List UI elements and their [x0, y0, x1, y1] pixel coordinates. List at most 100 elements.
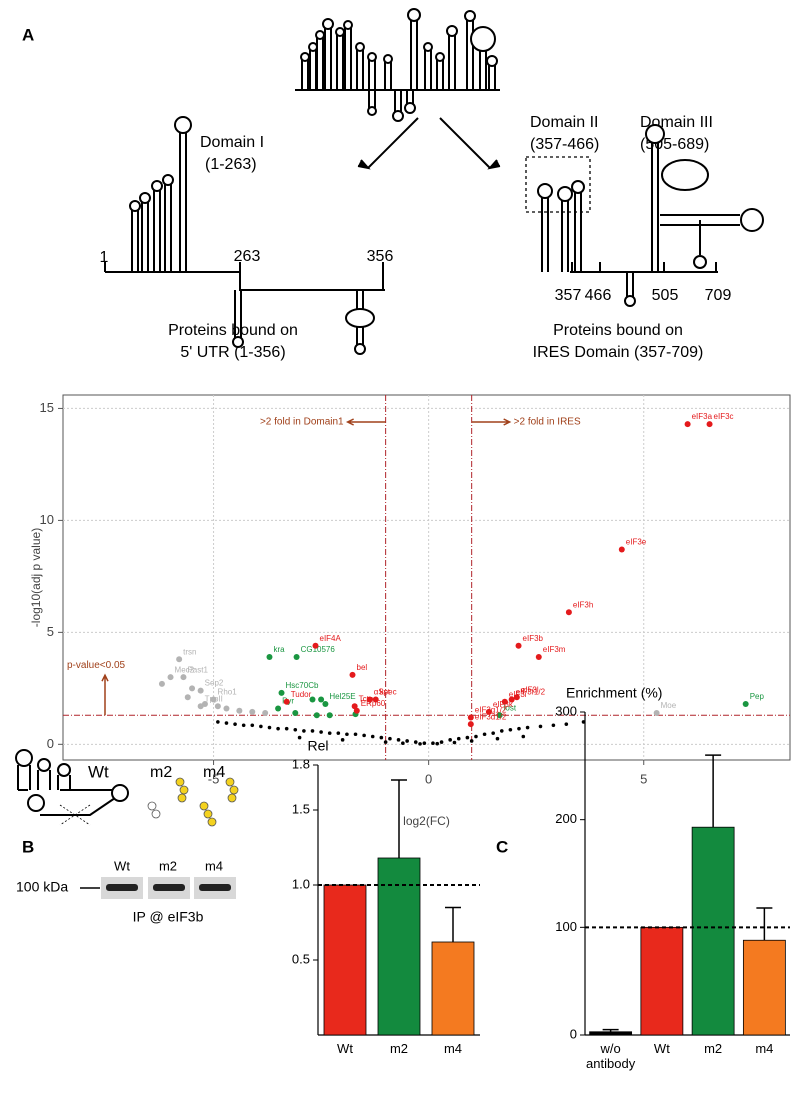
stem: [368, 60, 376, 90]
data-point: [496, 712, 503, 719]
loop: [151, 180, 163, 192]
construct-diagram: [15, 749, 129, 826]
data-point: [224, 721, 229, 725]
stem: [394, 90, 402, 112]
data-point: [210, 696, 217, 703]
stem-loops: [129, 8, 764, 355]
construct-labels: Wt m2 m4 Wt m2 m4 100 kDa IP @ eIF3b: [16, 762, 225, 924]
point-label: Rho1: [218, 688, 238, 697]
domain-range: (1-263): [205, 156, 257, 173]
stem: [561, 200, 569, 272]
panel-label: B: [22, 837, 34, 856]
stem: [406, 90, 414, 104]
rna-baseline: [104, 262, 718, 291]
loop: [308, 42, 318, 52]
stem: [651, 142, 659, 272]
point-label: eIF3l: [521, 685, 539, 694]
data-point: [319, 730, 323, 734]
point-label: kra: [273, 645, 285, 654]
loop: [624, 295, 636, 307]
data-point: [388, 736, 392, 741]
data-point: [439, 740, 444, 744]
data-point: [197, 687, 204, 694]
data-point: [370, 734, 375, 739]
y-tick-label: 1.0: [292, 876, 310, 891]
data-point: [413, 740, 418, 744]
stem: [301, 60, 309, 90]
data-point: [176, 656, 183, 663]
y-axis-label: Rel: [307, 738, 328, 754]
point-label: Tctp: [359, 694, 374, 703]
stem: [356, 50, 364, 90]
point-label: Mec2: [175, 665, 195, 674]
blot-band: [153, 884, 185, 891]
domain-name: Domain I: [200, 134, 264, 151]
data-point: [318, 696, 325, 703]
panel-label: A: [22, 25, 34, 44]
domain-texts: Domain I (1-263) 1 263 356 Domain II (35…: [100, 114, 732, 361]
data-point: [706, 421, 713, 428]
data-point: [517, 726, 521, 731]
point-label: eIF3e: [626, 538, 647, 547]
branch: [660, 214, 740, 255]
stem: [316, 38, 324, 90]
data-point: [214, 703, 221, 710]
data-point: [278, 689, 285, 696]
point-label: CG10576: [301, 645, 336, 654]
x-tick-label: m4: [443, 1041, 463, 1056]
data-point: [249, 708, 256, 715]
data-point: [313, 712, 320, 719]
y-tick-label: 10: [40, 512, 54, 527]
y-tick-label: 0.5: [292, 951, 310, 966]
stem: [410, 20, 418, 90]
data-point: [276, 726, 280, 731]
position: 356: [367, 248, 394, 265]
data-point: [653, 709, 660, 716]
data-point: [684, 421, 691, 428]
arrow: [345, 418, 512, 426]
loop: [557, 186, 573, 202]
loop: [322, 18, 334, 30]
western-blot: [80, 877, 236, 899]
stem: [424, 50, 432, 90]
y-tick-label: 100: [555, 919, 577, 934]
x-tick-label: m4: [755, 1041, 774, 1056]
stem: [153, 190, 161, 272]
construct: m2: [150, 764, 172, 781]
data-point: [293, 727, 298, 732]
lane-label: m4: [205, 858, 223, 873]
data-point: [366, 696, 373, 703]
data-point: [485, 708, 492, 715]
arrowheads: [357, 159, 501, 170]
x-tick-label: -5: [208, 771, 220, 786]
data-point: [167, 674, 174, 681]
loop: [57, 763, 71, 777]
data-point: [327, 731, 332, 735]
domain-name: Domain II: [530, 114, 598, 131]
data-point: [383, 740, 388, 744]
loop: [300, 52, 310, 62]
caption: Proteins bound on: [168, 322, 298, 339]
data-point: [418, 742, 422, 746]
annotation: >2 fold in Domain1: [260, 417, 344, 428]
rna-diagrams: [104, 89, 718, 291]
y-tick-label: 200: [555, 811, 577, 826]
y-tick-label: 0: [570, 1026, 577, 1041]
y-axis-label: Enrichment (%): [566, 685, 662, 701]
x-axis-label: log2(FC): [403, 814, 450, 828]
data-point: [310, 729, 315, 733]
data-point: [250, 723, 255, 728]
point-label: ERp60: [361, 699, 386, 708]
data-point: [401, 741, 405, 746]
y-tick-label: 300: [555, 703, 577, 718]
data-point: [326, 712, 333, 719]
data-point: [538, 724, 543, 729]
data-point: [521, 734, 526, 739]
position: 1: [100, 249, 109, 266]
data-point: [201, 701, 208, 708]
position: 709: [705, 287, 732, 304]
data-point: [564, 722, 569, 726]
bar: [377, 857, 421, 1036]
loop: [392, 110, 404, 122]
position: 263: [234, 248, 261, 265]
